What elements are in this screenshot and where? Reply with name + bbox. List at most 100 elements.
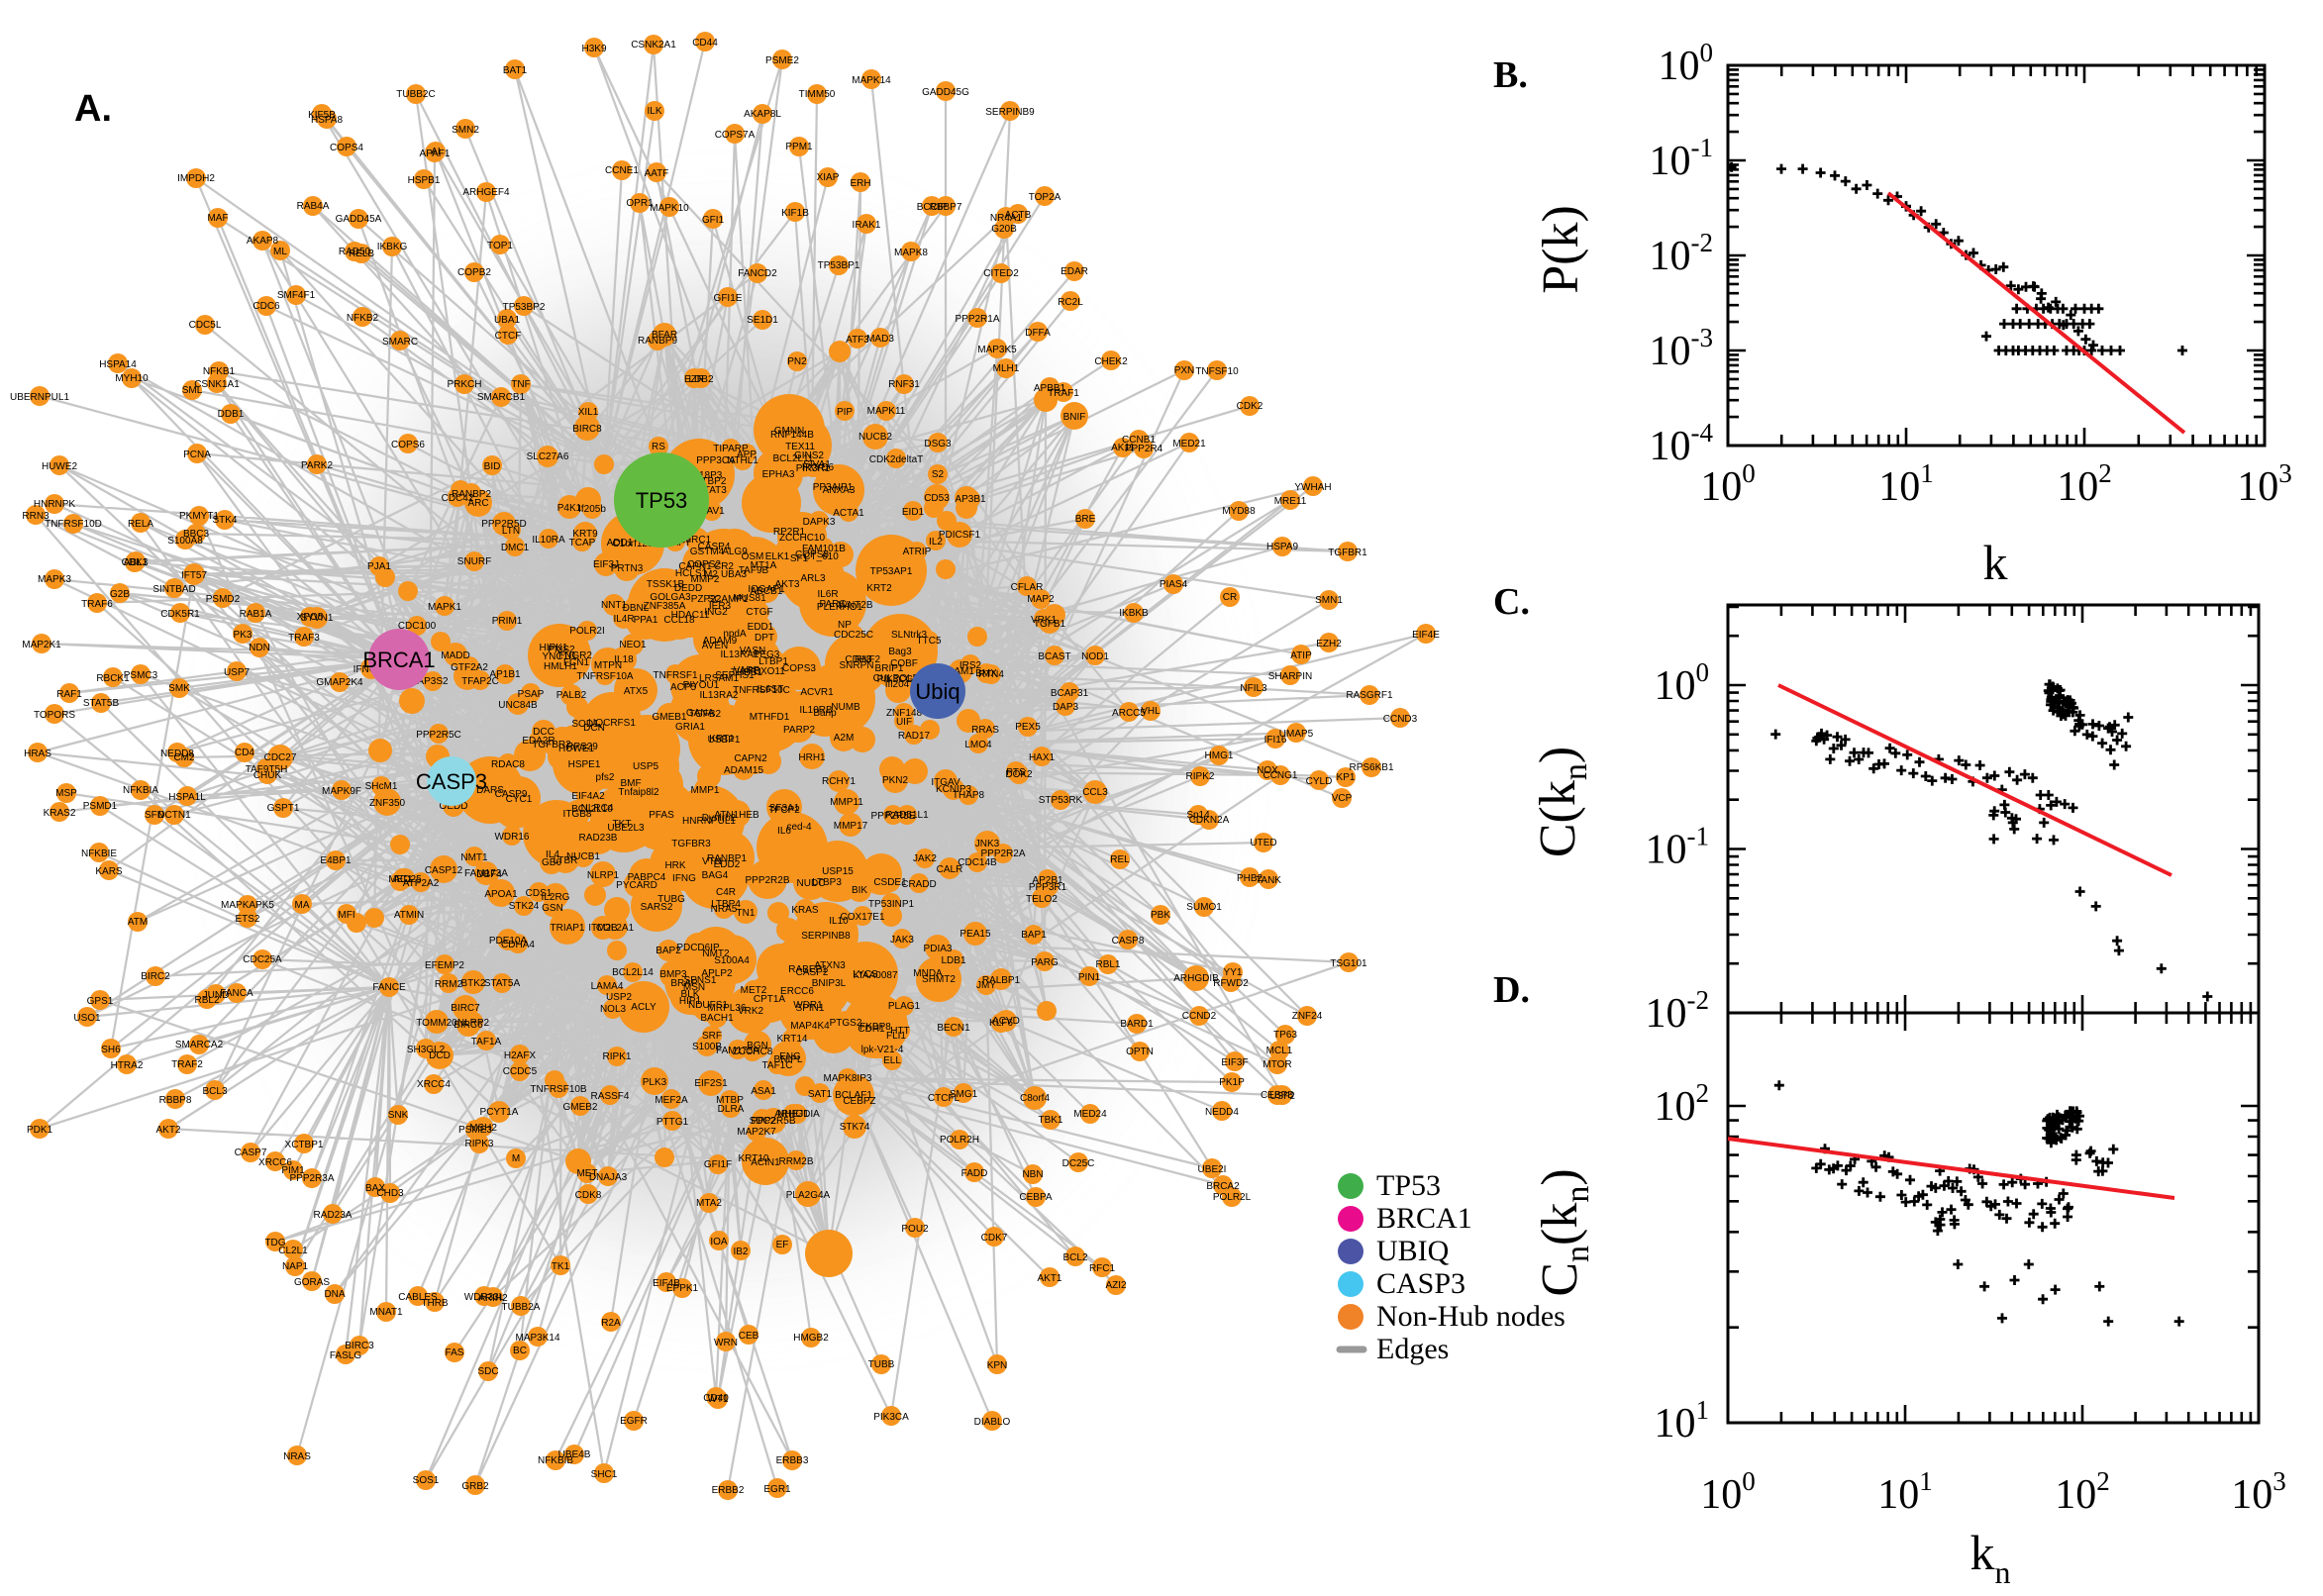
svg-text:C.: C. [1493,581,1530,623]
svg-text:PARG: PARG [1031,957,1059,968]
svg-text:BRCA1: BRCA1 [362,648,435,672]
svg-text:HIPK1: HIPK1 [540,643,568,653]
svg-text:WRN: WRN [714,1338,738,1348]
svg-text:P4K1: P4K1 [557,503,582,514]
svg-text:TRAF1: TRAF1 [1048,388,1079,399]
svg-text:NMT1: NMT1 [460,852,488,863]
svg-text:DARS: DARS [476,785,504,796]
svg-text:C8orf4: C8orf4 [1020,1093,1050,1104]
svg-text:ACIN1: ACIN1 [751,1157,780,1168]
svg-text:CTCF: CTCF [495,331,522,342]
svg-text:TP63: TP63 [1273,1030,1297,1041]
svg-text:CDK2deltaT: CDK2deltaT [869,454,923,465]
svg-text:ITGAV: ITGAV [931,777,960,788]
svg-text:NEO1: NEO1 [619,640,647,650]
svg-text:FXYD6: FXYD6 [802,462,835,473]
svg-text:TNFRSF10D: TNFRSF10D [45,519,102,530]
svg-text:IL6: IL6 [777,826,791,837]
svg-text:MRE11: MRE11 [1274,496,1307,507]
svg-text:TIPARP: TIPARP [713,444,749,454]
svg-text:EDAR: EDAR [1060,266,1088,277]
svg-text:RELB: RELB [349,249,374,259]
svg-text:HNRNPK: HNRNPK [34,499,76,510]
svg-text:RIPK1: RIPK1 [603,1051,632,1062]
svg-text:DPT: DPT [755,633,774,644]
svg-text:MTPN: MTPN [594,660,622,671]
svg-text:RAB1A: RAB1A [240,609,272,620]
svg-text:PPA1: PPA1 [634,615,658,626]
svg-text:KRT2: KRT2 [866,583,892,594]
svg-text:BARD1: BARD1 [1120,1019,1154,1030]
svg-text:KRAS: KRAS [791,905,819,916]
svg-text:APAF1: APAF1 [420,149,451,159]
svg-text:RANBP2: RANBP2 [452,489,491,500]
svg-text:BCL2: BCL2 [1062,1252,1087,1263]
svg-text:CL2L1: CL2L1 [278,1246,308,1256]
svg-text:CAM1: CAM1 [947,666,974,677]
svg-text:RBL1: RBL1 [1095,959,1120,970]
svg-text:TNF: TNF [511,379,530,390]
svg-text:k: k [1983,535,2008,590]
svg-text:KIF1B: KIF1B [781,208,809,219]
svg-text:CEBPA: CEBPA [1019,1192,1052,1203]
svg-text:ZNF148: ZNF148 [886,708,923,719]
svg-text:G2B: G2B [110,589,130,600]
svg-text:HIP1: HIP1 [679,996,702,1007]
svg-text:PYCARD: PYCARD [616,880,657,891]
svg-text:ALG9: ALG9 [722,547,748,557]
svg-text:BTK2: BTK2 [460,978,485,989]
svg-text:VTN: VTN [702,856,722,867]
svg-text:GMEB2: GMEB2 [562,1102,597,1113]
svg-text:JAK3: JAK3 [890,935,914,946]
svg-text:PIN1: PIN1 [1078,972,1101,983]
svg-text:KARS: KARS [95,866,123,877]
svg-text:CYLD: CYLD [1306,776,1333,787]
svg-text:LYCS: LYCS [853,969,878,980]
svg-text:TTC5: TTC5 [917,636,942,647]
svg-text:TGFB2: TGFB2 [689,709,722,720]
svg-text:RAB4A: RAB4A [297,201,330,212]
svg-text:RELA: RELA [128,519,153,530]
svg-text:PBK: PBK [1151,910,1170,921]
svg-text:CASP3: CASP3 [416,769,487,794]
svg-text:RPS6KB1: RPS6KB1 [1349,762,1393,773]
svg-text:EPPK1: EPPK1 [666,1283,699,1294]
svg-text:MADD: MADD [441,650,469,661]
svg-text:BMX: BMX [975,668,997,679]
svg-text:YWHAH: YWHAH [1294,482,1331,493]
svg-text:SRF: SRF [702,1031,722,1042]
svg-text:C4R: C4R [716,887,736,898]
svg-text:RIPK3: RIPK3 [465,1139,494,1149]
svg-text:TGFBR2: TGFBR2 [532,740,571,750]
svg-text:RFC1: RFC1 [1089,1263,1116,1274]
svg-text:KRT14: KRT14 [777,1034,808,1045]
svg-text:CM2: CM2 [173,752,195,763]
svg-text:ADAM9: ADAM9 [703,636,738,647]
svg-text:PLK3: PLK3 [643,1077,667,1088]
svg-text:WDR16: WDR16 [494,832,529,843]
svg-text:TUBG: TUBG [657,894,685,905]
svg-text:DCN: DCN [583,723,605,734]
svg-text:PLAG1: PLAG1 [888,1001,921,1012]
svg-text:NUCB1: NUCB1 [566,851,600,862]
svg-text:CDC25C: CDC25C [834,630,873,641]
svg-text:SNK: SNK [388,1110,409,1121]
svg-text:IFT57: IFT57 [181,570,208,581]
svg-text:PIK3R1: PIK3R1 [796,463,831,474]
svg-text:XPO5: XPO5 [297,612,324,623]
svg-text:CD44: CD44 [692,38,718,49]
svg-text:COPS6: COPS6 [391,440,425,450]
svg-text:FAM175A: FAM175A [716,1046,759,1056]
svg-text:IL18: IL18 [614,654,634,665]
svg-text:AZI2: AZI2 [1105,1280,1127,1291]
svg-text:TP53BP2: TP53BP2 [503,302,546,313]
svg-text:EID1: EID1 [902,507,925,518]
svg-text:CTGF: CTGF [746,607,772,618]
svg-text:DLRA: DLRA [718,1104,745,1115]
svg-text:TP53AP1: TP53AP1 [870,566,913,577]
svg-text:COPS2: COPS2 [687,559,721,570]
svg-text:NMT2: NMT2 [702,948,730,959]
svg-text:LAMA4: LAMA4 [591,981,624,992]
svg-text:NHEJ1: NHEJ1 [777,1109,809,1120]
svg-text:SMF4F1: SMF4F1 [277,290,316,301]
